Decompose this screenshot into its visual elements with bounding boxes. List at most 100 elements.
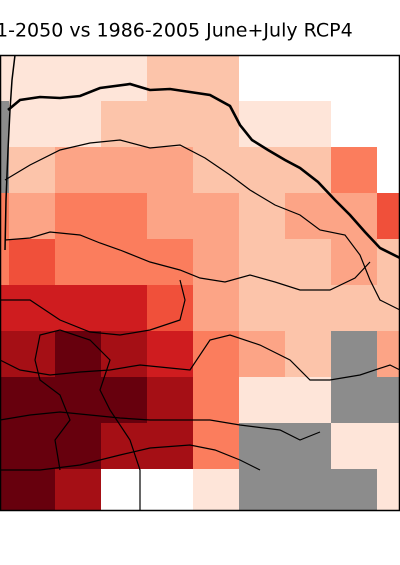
- grid-cell: [0, 469, 10, 510]
- grid-cell: [55, 55, 102, 102]
- grid-cell: [193, 469, 240, 510]
- grid-cell: [285, 331, 332, 378]
- coast-west: [4, 55, 16, 251]
- grid-cell: [193, 423, 240, 470]
- grid-cell: [193, 147, 240, 194]
- grid-cell: [285, 55, 332, 102]
- grid-cell: [101, 147, 148, 194]
- grid-cell: [377, 377, 400, 424]
- grid-cell: [9, 377, 56, 424]
- grid-cell: [147, 469, 194, 510]
- grid-cell: [147, 101, 194, 148]
- grid-cell: [285, 193, 332, 240]
- grid-cell: [193, 101, 240, 148]
- grid-cell: [0, 193, 10, 240]
- grid-cell: [285, 147, 332, 194]
- grid-cell: [9, 239, 56, 286]
- grid-cell: [147, 55, 194, 102]
- coastline: [7, 82, 400, 260]
- grid-cell: [55, 331, 102, 378]
- grid-cell: [285, 469, 332, 510]
- grid-cell: [55, 239, 102, 286]
- grid-cell: [331, 469, 378, 510]
- grid-cell: [147, 331, 194, 378]
- grid-cell: [239, 377, 286, 424]
- grid-cell: [0, 147, 10, 194]
- grid-cell: [377, 331, 400, 378]
- grid-cell: [55, 101, 102, 148]
- grid-cell: [285, 101, 332, 148]
- grid-cell: [285, 423, 332, 470]
- grid-cell: [331, 193, 378, 240]
- grid-cell: [377, 55, 400, 102]
- grid-cell: [9, 423, 56, 470]
- grid-cell: [285, 285, 332, 332]
- grid-cell: [377, 423, 400, 470]
- grid-cell: [55, 193, 102, 240]
- grid-cell: [377, 193, 400, 240]
- grid-cell: [239, 285, 286, 332]
- grid-cell: [377, 147, 400, 194]
- grid-cell: [377, 285, 400, 332]
- grid-cell: [9, 193, 56, 240]
- grid-cell: [193, 193, 240, 240]
- grid-cell: [0, 423, 10, 470]
- grid-cell: [101, 101, 148, 148]
- grid-cell: [285, 377, 332, 424]
- grid-cell: [55, 469, 102, 510]
- grid-cell: [101, 239, 148, 286]
- border-line: [0, 444, 261, 471]
- grid-cell: [147, 193, 194, 240]
- heatmap-cells: [0, 55, 400, 510]
- grid-cell: [0, 101, 10, 148]
- grid-cell: [239, 423, 286, 470]
- grid-cell: [0, 377, 10, 424]
- grid-cell: [331, 331, 378, 378]
- grid-cell: [239, 239, 286, 286]
- grid-cell: [239, 193, 286, 240]
- grid-cell: [193, 285, 240, 332]
- grid-cell: [377, 469, 400, 510]
- grid-cell: [0, 239, 10, 286]
- grid-cell: [331, 423, 378, 470]
- grid-cell: [331, 101, 378, 148]
- grid-cell: [9, 285, 56, 332]
- grid-cell: [331, 377, 378, 424]
- grid-cell: [147, 147, 194, 194]
- border-line: [4, 231, 371, 291]
- grid-cell: [101, 377, 148, 424]
- map-title: 1-2050 vs 1986-2005 June+July RCP4: [0, 20, 353, 42]
- grid-cell: [331, 55, 378, 102]
- grid-cell: [331, 147, 378, 194]
- grid-cell: [0, 331, 10, 378]
- grid-cell: [9, 101, 56, 148]
- grid-cell: [9, 331, 56, 378]
- grid-cell: [239, 469, 286, 510]
- grid-cell: [55, 285, 102, 332]
- grid-cell: [101, 55, 148, 102]
- grid-cell: [0, 55, 10, 102]
- grid-cell: [285, 239, 332, 286]
- border-line: [0, 334, 400, 381]
- grid-cell: [239, 55, 286, 102]
- grid-cell: [377, 101, 400, 148]
- grid-cell: [193, 377, 240, 424]
- border-line: [34, 329, 141, 510]
- grid-cell: [239, 101, 286, 148]
- border-line: [0, 279, 186, 336]
- grid-cell: [101, 193, 148, 240]
- grid-cell: [331, 285, 378, 332]
- grid-cell: [9, 55, 56, 102]
- border-line: [0, 411, 321, 441]
- grid-cell: [0, 285, 10, 332]
- grid-cell: [101, 423, 148, 470]
- borders: [0, 55, 400, 510]
- grid-cell: [147, 285, 194, 332]
- grid-cell: [147, 377, 194, 424]
- border-line: [4, 139, 400, 311]
- grid-cell: [147, 239, 194, 286]
- grid-cell: [55, 147, 102, 194]
- grid-cell: [377, 239, 400, 286]
